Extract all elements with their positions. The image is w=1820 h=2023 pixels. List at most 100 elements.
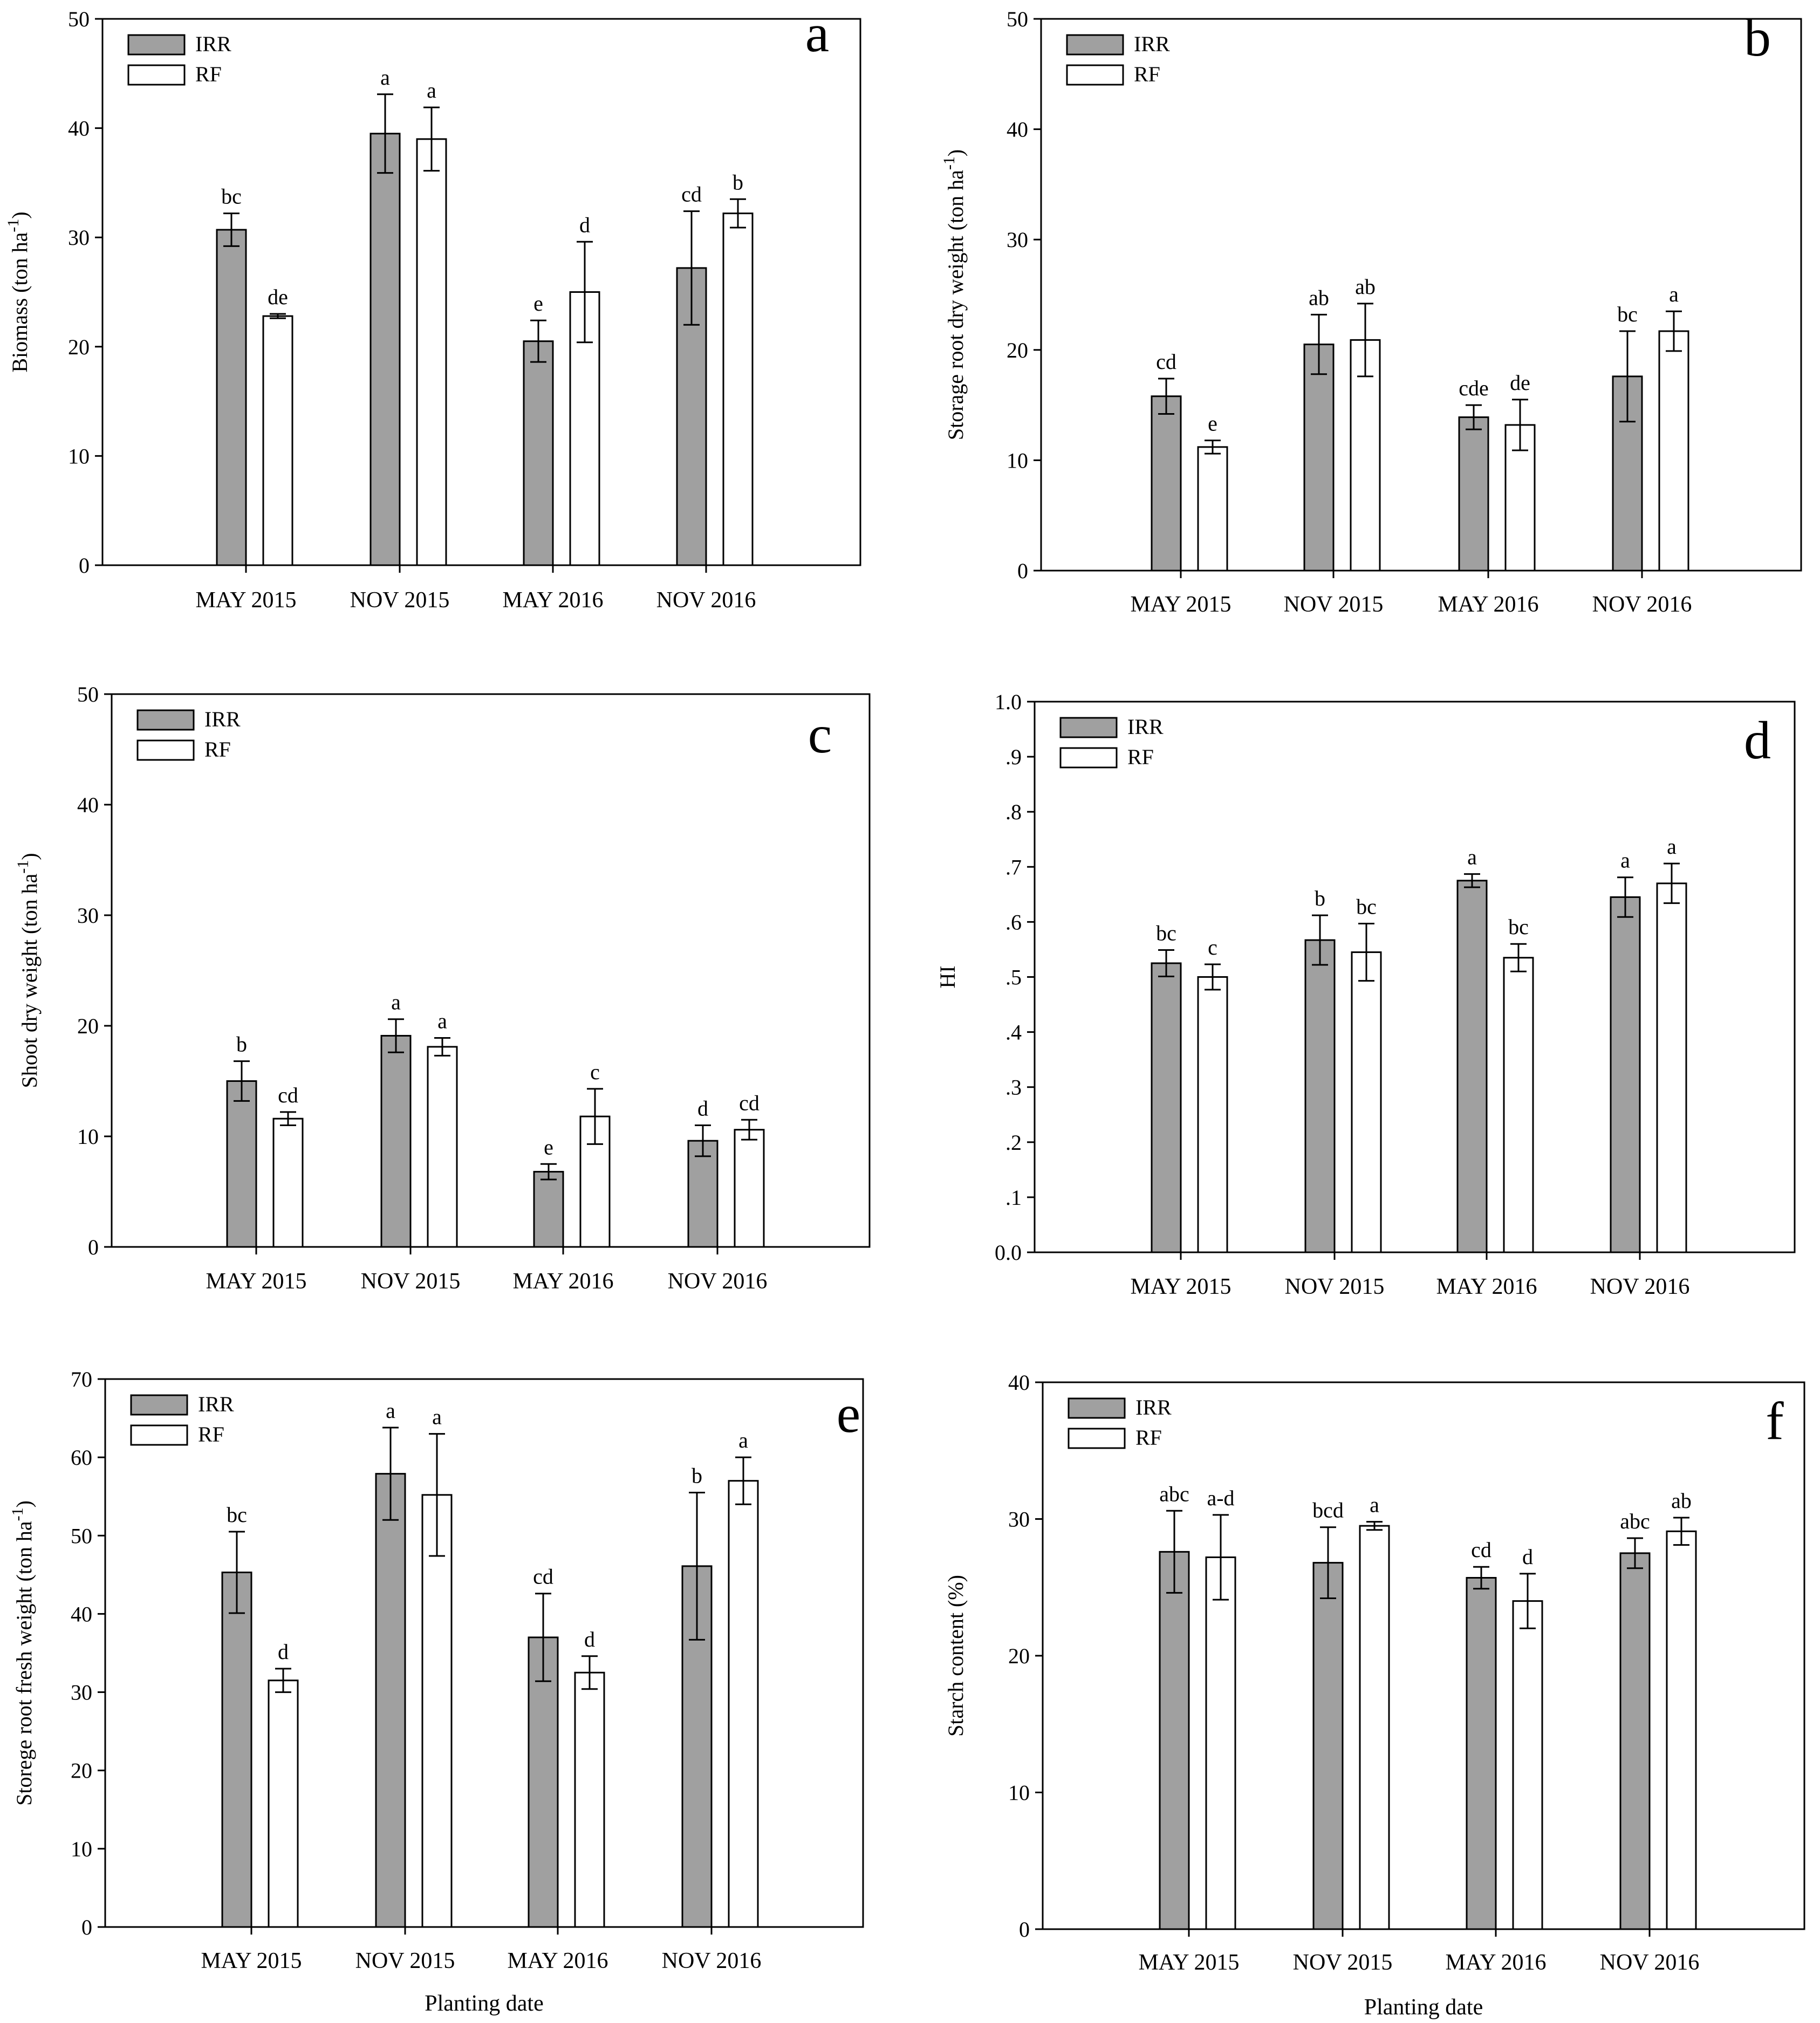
y-tick-label: .9 xyxy=(1005,745,1022,769)
panel-b: 0 10 20 30 40 50 MAY 2015 NOV 2015 MAY 2016 NOV 2… xyxy=(940,7,1802,617)
significance-label: b xyxy=(733,170,743,194)
panel-f: 0 10 20 30 40 MAY 2015 NOV 2015 MAY 2016 NOV 201… xyxy=(943,1370,1805,2020)
significance-label: a xyxy=(1667,834,1677,859)
legend-swatch-rf xyxy=(130,1424,188,1446)
bar-irr xyxy=(1303,344,1335,572)
bar-rf xyxy=(427,1046,458,1248)
y-tick-label: 10 xyxy=(77,1124,99,1149)
y-axis-title: HI xyxy=(935,965,960,988)
legend-label: RF xyxy=(195,62,222,86)
significance-label: d xyxy=(584,1627,595,1651)
bar-rf xyxy=(416,138,447,566)
significance-label: ab xyxy=(1355,275,1376,299)
bar-irr xyxy=(533,1171,564,1248)
x-category-label: NOV 2016 xyxy=(1590,1274,1690,1299)
y-tick-label: .6 xyxy=(1005,910,1022,934)
significance-label: bc xyxy=(221,184,242,209)
bar-irr xyxy=(216,229,247,566)
y-tick-label: 20 xyxy=(1007,338,1028,362)
significance-label: bc xyxy=(227,1503,247,1527)
significance-label: bc xyxy=(1156,921,1176,945)
bar-irr xyxy=(1304,939,1336,1253)
significance-label: a xyxy=(432,1405,442,1429)
legend-label: RF xyxy=(1127,745,1154,769)
significance-label: c xyxy=(590,1060,600,1084)
bar-rf xyxy=(1656,882,1687,1253)
bar-rf xyxy=(272,1117,304,1248)
significance-label: a xyxy=(380,65,390,90)
bar-irr xyxy=(370,133,401,566)
significance-label: abc xyxy=(1620,1509,1650,1533)
panel-letter: f xyxy=(1766,1391,1784,1451)
x-category-label: NOV 2015 xyxy=(350,588,450,613)
legend-label: IRR xyxy=(198,1392,234,1416)
bar-irr xyxy=(528,1636,559,1928)
y-tick-label: 0 xyxy=(81,1915,92,1939)
legend-swatch-rf xyxy=(136,739,195,761)
significance-label: bc xyxy=(1617,302,1638,326)
significance-label: a xyxy=(1467,845,1477,869)
bar-rf xyxy=(734,1129,765,1248)
bar-rf xyxy=(1658,330,1689,572)
significance-label: bc xyxy=(1508,915,1529,939)
legend-swatch-rf xyxy=(1066,64,1124,86)
legend-swatch-irr xyxy=(1066,34,1124,56)
bar-irr xyxy=(687,1140,719,1248)
x-axis-title: Planting date xyxy=(425,1991,543,2016)
significance-label: cde xyxy=(1459,376,1489,400)
legend-label: RF xyxy=(1135,1425,1162,1450)
panel-e: 0 10 20 30 40 50 60 70 MAY 2015 NOV 2015 MAY 2016 N… xyxy=(9,1367,864,2016)
bar-rf xyxy=(1503,957,1534,1253)
y-tick-label: 0 xyxy=(1019,1917,1030,1942)
plot-frame xyxy=(111,693,871,1248)
y-tick-label: 40 xyxy=(1008,1370,1030,1395)
significance-label: e xyxy=(1208,412,1217,436)
bar-rf xyxy=(579,1115,611,1248)
x-category-label: NOV 2015 xyxy=(361,1269,461,1294)
x-category-label: NOV 2016 xyxy=(656,588,756,613)
y-tick-label: .3 xyxy=(1005,1075,1022,1100)
x-category-label: NOV 2016 xyxy=(1600,1950,1700,1975)
significance-label: a xyxy=(391,990,401,1014)
y-tick-label: 40 xyxy=(77,793,99,817)
x-category-label: MAY 2015 xyxy=(1138,1950,1239,1975)
bar-irr xyxy=(1159,1551,1190,1930)
x-category-label: NOV 2015 xyxy=(1285,1274,1385,1299)
significance-label: d xyxy=(579,212,590,237)
significance-label: b xyxy=(1315,886,1325,910)
significance-label: b xyxy=(236,1032,247,1057)
x-category-label: NOV 2016 xyxy=(662,1949,762,1973)
legend-label: IRR xyxy=(195,32,231,56)
y-tick-label: .4 xyxy=(1005,1020,1022,1045)
bar-irr xyxy=(1151,962,1182,1253)
plot-frame xyxy=(104,1378,864,1928)
y-axis-title: Storage root dry weight (ton ha-1) xyxy=(940,149,968,440)
bar-irr xyxy=(1312,1562,1344,1930)
significance-label: b xyxy=(692,1463,702,1487)
x-category-label: MAY 2016 xyxy=(1436,1274,1537,1299)
bar-rf xyxy=(1351,951,1382,1253)
bar-rf xyxy=(728,1480,759,1928)
significance-label: d xyxy=(697,1096,708,1121)
significance-label: a xyxy=(427,78,436,102)
x-category-label: MAY 2015 xyxy=(195,588,296,613)
legend-swatch-rf xyxy=(127,64,186,86)
y-tick-label: .5 xyxy=(1005,965,1022,990)
panel-c: 0 10 20 30 40 50 MAY 2015 NOV 2015 MAY 2016 NOV 2… xyxy=(14,682,871,1294)
y-tick-label: 30 xyxy=(77,903,99,928)
x-category-label: MAY 2016 xyxy=(512,1269,613,1294)
y-tick-label: .8 xyxy=(1005,800,1022,824)
bar-rf xyxy=(722,212,754,566)
y-tick-label: 50 xyxy=(1007,7,1028,31)
bar-irr xyxy=(375,1473,406,1928)
bar-irr xyxy=(1619,1552,1651,1930)
legend-label: RF xyxy=(1134,62,1160,86)
x-category-label: NOV 2015 xyxy=(1284,592,1384,617)
legend-swatch-irr xyxy=(127,34,186,56)
bar-rf xyxy=(1197,976,1228,1253)
y-axis-title: Biomass (ton ha-1) xyxy=(4,211,32,372)
significance-label: cd xyxy=(681,182,702,207)
y-tick-label: 40 xyxy=(71,1602,92,1626)
legend-label: IRR xyxy=(1134,32,1170,56)
y-tick-label: 1.0 xyxy=(995,690,1022,714)
